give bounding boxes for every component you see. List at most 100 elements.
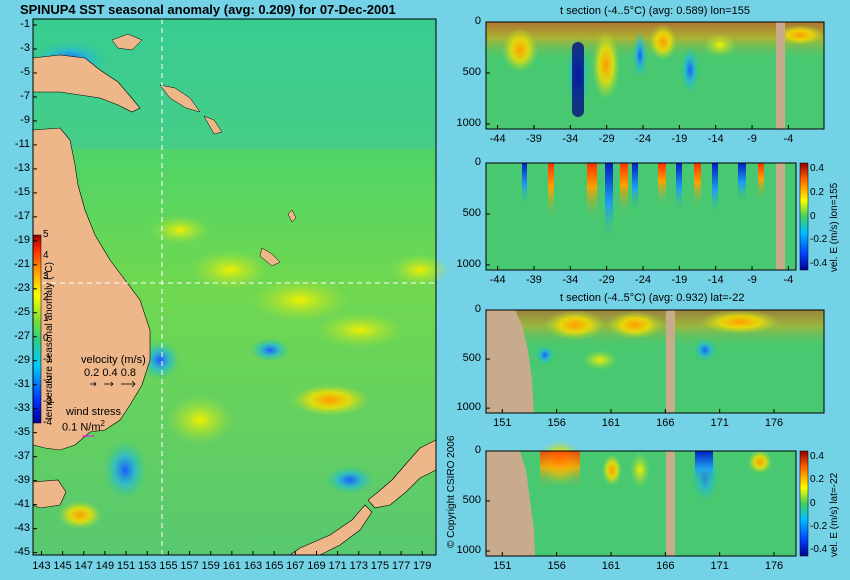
panel-2-y-tick-label: 1000 bbox=[456, 257, 481, 270]
panel-1-y-tick-label: 0 bbox=[474, 15, 481, 27]
map-x-tick-label: 169 bbox=[307, 560, 326, 572]
panel-1-x-tick-label: -4 bbox=[783, 133, 794, 145]
wind-stress-scale-text: 0.1 N/m bbox=[62, 421, 101, 434]
map-y-tick-label: -45 bbox=[14, 545, 30, 558]
panel-1-title: t section (-4..5°C) (avg: 0.589) lon=155 bbox=[560, 5, 750, 17]
panel-4-x-tick-label: 176 bbox=[764, 560, 784, 572]
panel-1-x-tick-label: -19 bbox=[671, 133, 688, 145]
panel-3-x-tick-label: 171 bbox=[710, 417, 729, 429]
sst-map-panel bbox=[30, 18, 450, 556]
map-x-tick-label: 159 bbox=[201, 560, 220, 572]
solomon-islands-land bbox=[159, 84, 201, 113]
map-x-tick-label: 171 bbox=[328, 560, 347, 572]
map-y-tick-label: -21 bbox=[14, 257, 30, 270]
panel-4-colorbar bbox=[799, 450, 809, 557]
panel-3-x-tick-label: 156 bbox=[547, 417, 566, 429]
map-y-tick-label: -43 bbox=[14, 521, 30, 534]
map-frame bbox=[32, 18, 437, 556]
map-colorbar-tick-label: 0 bbox=[43, 333, 49, 345]
panel-2-x-tick-label: -34 bbox=[562, 274, 579, 286]
map-x-tick-label: 163 bbox=[243, 560, 263, 572]
map-y-tick-label: -1 bbox=[20, 17, 30, 30]
map-y-tick-label: -11 bbox=[14, 137, 30, 150]
map-x-tick-label: 177 bbox=[391, 560, 411, 572]
map-y-tick-label: -23 bbox=[14, 281, 30, 294]
panel-3-y-tick-label: 500 bbox=[462, 352, 481, 365]
panel-3-plot bbox=[485, 309, 825, 414]
map-y-tick-label: -29 bbox=[14, 353, 30, 366]
australia-land bbox=[32, 127, 151, 451]
map-x-tick-label: 147 bbox=[74, 560, 93, 572]
panel-2-frame bbox=[485, 162, 797, 271]
panel-4-x-tick-label: 161 bbox=[601, 560, 621, 572]
panel-2-colorbar bbox=[799, 162, 809, 271]
panel-1-y-tick-label: 1000 bbox=[456, 116, 481, 129]
panel-4-x-tick-label: 166 bbox=[656, 560, 675, 572]
map-y-tick-label: -35 bbox=[14, 425, 30, 438]
panel-2-x-tick-label: -14 bbox=[707, 274, 724, 286]
panel-2-y-tick-label: 0 bbox=[474, 156, 481, 168]
map-x-tick-label: 167 bbox=[286, 560, 305, 572]
map-x-tick-label: 145 bbox=[53, 560, 72, 572]
panel-4-x-tick-label: 151 bbox=[493, 560, 512, 572]
new-caledonia-land bbox=[259, 247, 281, 267]
panel-2-x-tick-label: -29 bbox=[598, 274, 615, 286]
panel-1-x-tick-label: -39 bbox=[526, 133, 542, 145]
map-y-tick-label: -33 bbox=[14, 401, 30, 414]
map-y-tick-label: -25 bbox=[14, 305, 30, 318]
map-x-tick-label: 151 bbox=[116, 560, 136, 572]
map-y-tick-label: -37 bbox=[14, 449, 30, 462]
copyright: © Copyright CSIRO 2006 bbox=[446, 435, 457, 548]
panel-2-x-tick-label: -24 bbox=[635, 274, 651, 286]
map-colorbar-tick-label: -3 bbox=[43, 396, 52, 408]
panel-2-x-tick-label: -19 bbox=[671, 274, 688, 286]
map-y-tick-label: -19 bbox=[14, 233, 30, 246]
panel-3-title: t section (-4..5°C) (avg: 0.932) lat=-22 bbox=[560, 292, 745, 304]
panel-1-frame bbox=[485, 21, 825, 130]
panel-4-colorbar-tick-label: 0.2 bbox=[810, 474, 824, 486]
map-x-tick-label: 157 bbox=[180, 560, 199, 572]
panel-2-x-tick-label: -4 bbox=[783, 274, 794, 286]
panel-3-x-tick-label: 151 bbox=[493, 417, 512, 429]
panel-2-colorbar-tick-label: -0.4 bbox=[810, 258, 828, 270]
wind-stress-label: wind stress bbox=[66, 406, 122, 418]
panel-3-x-tick-label: 161 bbox=[601, 417, 621, 429]
panel-4-colorbar-tick-label: 0 bbox=[810, 497, 816, 509]
new-guinea-land bbox=[32, 54, 141, 113]
map-y-tick-label: -3 bbox=[20, 41, 30, 54]
panel-3-x-tick-label: 166 bbox=[656, 417, 675, 429]
map-x-tick-label: 173 bbox=[349, 560, 368, 572]
map-colorbar bbox=[32, 234, 42, 424]
map-colorbar-label: temperature seasonal anomaly (°C) bbox=[44, 262, 55, 420]
panel-4-x-tick-label: 171 bbox=[710, 560, 729, 572]
map-y-tick-label: -9 bbox=[20, 113, 30, 126]
velocity-scale-arrows bbox=[90, 380, 136, 388]
panel-4-y-tick-label: 1000 bbox=[456, 544, 481, 556]
panel-2-plot bbox=[485, 162, 809, 271]
panel-4-y-tick-label: 0 bbox=[474, 444, 481, 456]
map-x-tick-label: 153 bbox=[138, 560, 157, 572]
velocity-scale: 0.2 0.4 0.8 bbox=[84, 367, 136, 379]
wind-stress-scale-sup: 2 bbox=[100, 419, 105, 428]
map-x-tick-label: 161 bbox=[222, 560, 242, 572]
map-x-tick-label: 143 bbox=[32, 560, 51, 572]
panel-4-plot bbox=[485, 440, 809, 557]
map-y-tick-label: -41 bbox=[14, 497, 30, 510]
new-zealand-north-land bbox=[367, 439, 437, 509]
panel-2-x-tick-label: -44 bbox=[489, 274, 506, 286]
panel-3-frame bbox=[485, 309, 825, 414]
panel-1-x-tick-label: -44 bbox=[489, 133, 506, 145]
panel-2-land bbox=[776, 163, 785, 270]
map-y-tick-label: -13 bbox=[14, 161, 30, 174]
map-x-tick-label: 149 bbox=[95, 560, 115, 572]
map-x-tick-label: 165 bbox=[264, 560, 284, 572]
map-colorbar-tick-label: 4 bbox=[43, 249, 49, 261]
wind-stress-scale: 0.1 N/m2 bbox=[62, 419, 105, 434]
velocity-label: velocity (m/s) bbox=[81, 354, 146, 366]
tick-marks bbox=[33, 21, 789, 556]
panel-4-colorbar-tick-label: -0.2 bbox=[810, 520, 828, 532]
panel-2-y-tick-label: 500 bbox=[462, 206, 481, 219]
panel-4-x-tick-label: 156 bbox=[547, 560, 566, 572]
panel-3-y-tick-label: 0 bbox=[474, 303, 481, 315]
